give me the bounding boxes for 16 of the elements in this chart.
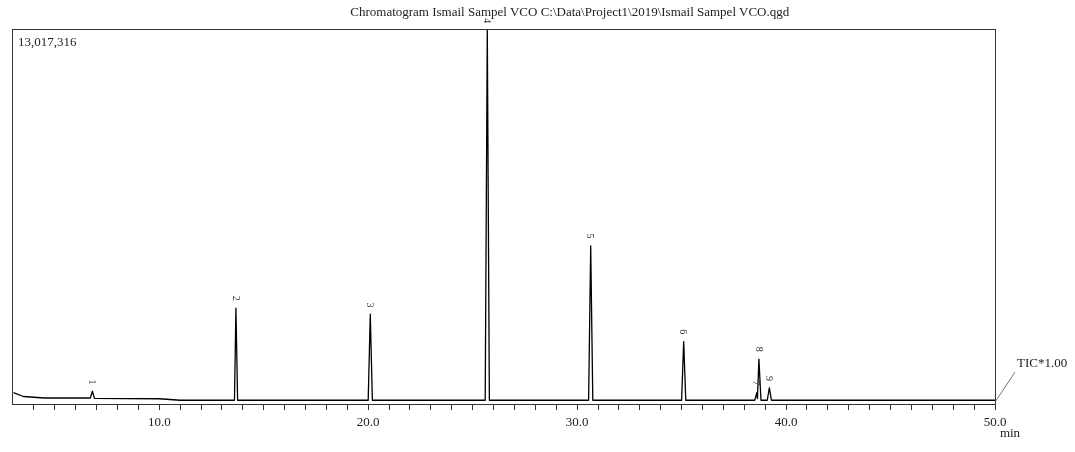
- annotation: 13,017,316: [18, 34, 77, 49]
- annotation: 7: [751, 380, 763, 386]
- annotation: 3: [365, 302, 377, 308]
- annotation: 2: [230, 295, 242, 301]
- annotation: 6: [677, 329, 689, 335]
- text: TIC*1.00: [1017, 355, 1068, 370]
- x-tick-label: 40.0: [774, 413, 798, 429]
- annotation: 1: [87, 379, 99, 385]
- annotation: 9: [763, 376, 775, 382]
- annotation: 8: [753, 346, 765, 352]
- annotation: 5: [585, 233, 597, 239]
- x-tick-label: 10.0: [147, 413, 171, 429]
- x-tick-label: 30.0: [565, 413, 589, 429]
- x-tick-label: 20.0: [356, 413, 380, 429]
- annotation: 4: [481, 18, 493, 24]
- chart-title: Chromatogram Ismail Sampel VCO C:\Data\Project1\2019\Ismail Sampel VCO.qgd: [350, 3, 790, 19]
